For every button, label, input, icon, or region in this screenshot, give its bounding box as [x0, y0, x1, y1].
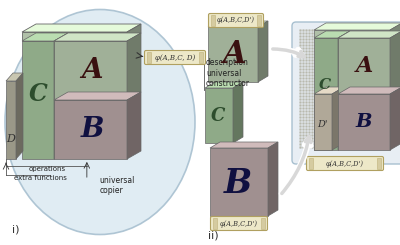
Polygon shape [208, 27, 258, 82]
Polygon shape [210, 148, 268, 216]
Polygon shape [390, 23, 400, 38]
Polygon shape [22, 24, 141, 32]
Text: B: B [80, 116, 104, 143]
FancyBboxPatch shape [210, 217, 268, 231]
FancyBboxPatch shape [306, 157, 384, 171]
Text: operations: operations [28, 166, 66, 172]
Polygon shape [205, 88, 233, 143]
Text: A: A [222, 39, 246, 70]
Polygon shape [210, 142, 278, 148]
Text: φ(A,B,C, D): φ(A,B,C, D) [155, 53, 195, 61]
Text: A: A [81, 57, 103, 84]
Polygon shape [6, 73, 23, 81]
Polygon shape [377, 158, 381, 169]
Polygon shape [54, 92, 141, 100]
Polygon shape [127, 24, 141, 41]
Text: description: description [206, 58, 249, 67]
Polygon shape [211, 15, 215, 26]
Polygon shape [6, 81, 16, 159]
Polygon shape [54, 41, 127, 100]
Text: φ(A,B,C,D'): φ(A,B,C,D') [326, 159, 364, 168]
Text: i): i) [12, 224, 20, 234]
Polygon shape [314, 87, 344, 94]
Polygon shape [54, 33, 141, 41]
Polygon shape [233, 82, 243, 143]
Polygon shape [314, 38, 338, 150]
Polygon shape [22, 41, 54, 159]
Text: C: C [210, 107, 225, 124]
Text: D': D' [317, 120, 327, 128]
FancyBboxPatch shape [144, 50, 206, 64]
Polygon shape [22, 33, 68, 41]
Polygon shape [338, 31, 350, 150]
Text: φ(A,B,C,D'): φ(A,B,C,D') [217, 16, 255, 25]
Polygon shape [268, 142, 278, 216]
Text: universal
copier: universal copier [99, 176, 134, 196]
Polygon shape [332, 87, 344, 150]
Text: C: C [29, 82, 47, 106]
Polygon shape [205, 82, 243, 88]
Polygon shape [338, 38, 390, 94]
Text: A: A [355, 55, 373, 77]
Text: C: C [319, 78, 331, 92]
Text: D: D [6, 134, 16, 144]
Polygon shape [390, 31, 400, 94]
Polygon shape [309, 158, 313, 169]
Polygon shape [147, 52, 151, 63]
Polygon shape [127, 92, 141, 159]
Text: ii): ii) [208, 230, 219, 240]
Polygon shape [199, 52, 203, 63]
Text: extra functions: extra functions [14, 175, 66, 181]
Text: B: B [224, 167, 252, 200]
Polygon shape [54, 100, 127, 159]
Polygon shape [258, 21, 268, 82]
Text: φ(A,B,C,D'): φ(A,B,C,D') [220, 220, 258, 228]
Polygon shape [127, 33, 141, 100]
Polygon shape [261, 218, 265, 229]
Polygon shape [257, 15, 261, 26]
Polygon shape [314, 23, 400, 30]
Polygon shape [338, 94, 390, 150]
Polygon shape [16, 73, 23, 159]
Polygon shape [314, 31, 350, 38]
Polygon shape [338, 87, 400, 94]
Ellipse shape [5, 10, 195, 234]
Polygon shape [213, 218, 217, 229]
Polygon shape [338, 31, 400, 38]
FancyBboxPatch shape [208, 13, 264, 27]
Polygon shape [54, 33, 68, 159]
Text: universal
constructor: universal constructor [206, 69, 250, 88]
Polygon shape [390, 87, 400, 150]
Polygon shape [22, 32, 127, 41]
Text: B: B [356, 113, 372, 131]
Polygon shape [314, 94, 332, 150]
FancyBboxPatch shape [292, 22, 400, 164]
Polygon shape [208, 21, 268, 27]
Polygon shape [314, 30, 390, 38]
